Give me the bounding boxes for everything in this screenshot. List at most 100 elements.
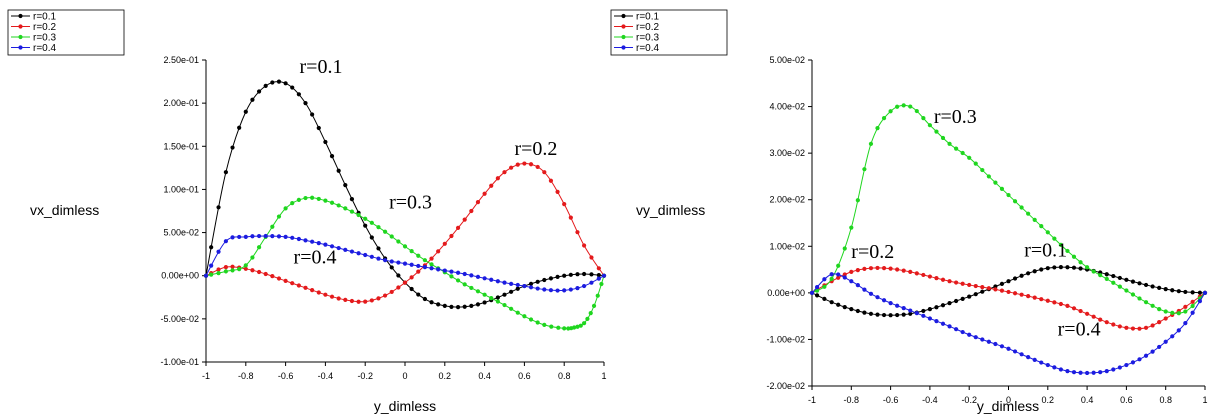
data-point [1052,265,1057,270]
data-point [862,287,867,292]
data-point [495,299,500,304]
data-point [343,206,348,211]
data-point [203,273,209,278]
x-tick-label: -0.2 [961,395,977,405]
data-point [270,224,275,229]
data-point [1012,291,1018,296]
data-point [542,277,547,283]
series-r=0.4 [203,233,607,293]
data-point [814,288,820,293]
data-point [475,302,481,307]
data-point [1078,260,1083,265]
data-point [1190,310,1195,315]
data-point [1058,265,1063,270]
data-point [223,170,228,175]
x-tick-label: 0.4 [478,371,491,381]
data-point [1137,357,1142,362]
data-point [256,269,262,275]
data-point [528,162,534,167]
x-tick-label: -0.2 [357,371,373,381]
data-point [1006,192,1011,198]
data-point [588,311,593,316]
data-point [243,234,248,239]
data-point [973,335,978,340]
data-point [336,245,341,251]
data-point [549,324,554,329]
data-point [855,267,860,273]
data-point [954,146,959,151]
y-tick-label: 5.00e-02 [769,55,805,65]
data-point [875,126,880,131]
data-point [814,293,820,298]
data-point [369,235,374,240]
data-point [237,125,242,130]
data-point [256,245,262,250]
data-point [416,292,421,297]
data-point [1117,365,1122,370]
data-point [316,290,321,295]
data-point [502,170,507,175]
data-point [522,314,527,319]
x-tick-label: -0.8 [844,395,860,405]
data-point [230,268,235,273]
data-point [868,266,874,271]
data-point [1124,362,1129,368]
data-point [216,205,221,210]
data-point [336,203,341,208]
x-tick-label: -0.4 [922,395,938,405]
y-tick-label: 1.50e-01 [163,141,199,151]
data-point [316,125,321,131]
data-point [436,302,441,307]
data-point [601,273,607,278]
data-point [495,279,500,284]
data-point [449,233,454,239]
data-point [954,280,959,285]
data-point [829,272,834,277]
data-point [1137,296,1142,301]
data-point [954,327,959,332]
data-point [1052,236,1057,241]
data-point [1091,370,1096,375]
data-point [1026,271,1031,276]
data-point [562,273,567,278]
data-point [1098,317,1103,322]
data-point [1039,267,1044,272]
data-point [509,289,514,294]
data-point [1104,320,1109,325]
data-point [1078,370,1083,375]
data-point [449,304,454,309]
data-point [1130,326,1136,331]
data-point [422,258,427,263]
data-point [263,83,268,88]
data-point [462,304,467,309]
data-point [376,296,381,301]
legend-entry: r=0.1 [33,12,57,23]
data-point [243,263,248,268]
data-point [243,109,248,114]
data-point [940,277,946,282]
x-tick-label: 1 [601,371,606,381]
data-point [376,225,381,230]
data-point [276,276,282,281]
data-point [1078,266,1083,271]
x-tick-label: 0.8 [558,371,571,381]
data-point [310,239,315,244]
data-point [263,233,268,239]
data-point [442,241,447,246]
data-point [462,282,467,287]
data-point [535,320,540,325]
legend-swatch-marker [621,13,626,19]
data-point [1111,273,1116,279]
series-line [811,267,1206,330]
data-point [1065,303,1070,308]
data-point [1012,199,1018,204]
legend-box [7,9,125,56]
data-point [855,283,860,288]
data-point [986,339,991,344]
y-tick-label: 2.00e-01 [163,98,199,108]
data-point [555,288,560,293]
data-point [369,220,374,225]
data-point [270,80,275,85]
data-point [436,249,441,254]
